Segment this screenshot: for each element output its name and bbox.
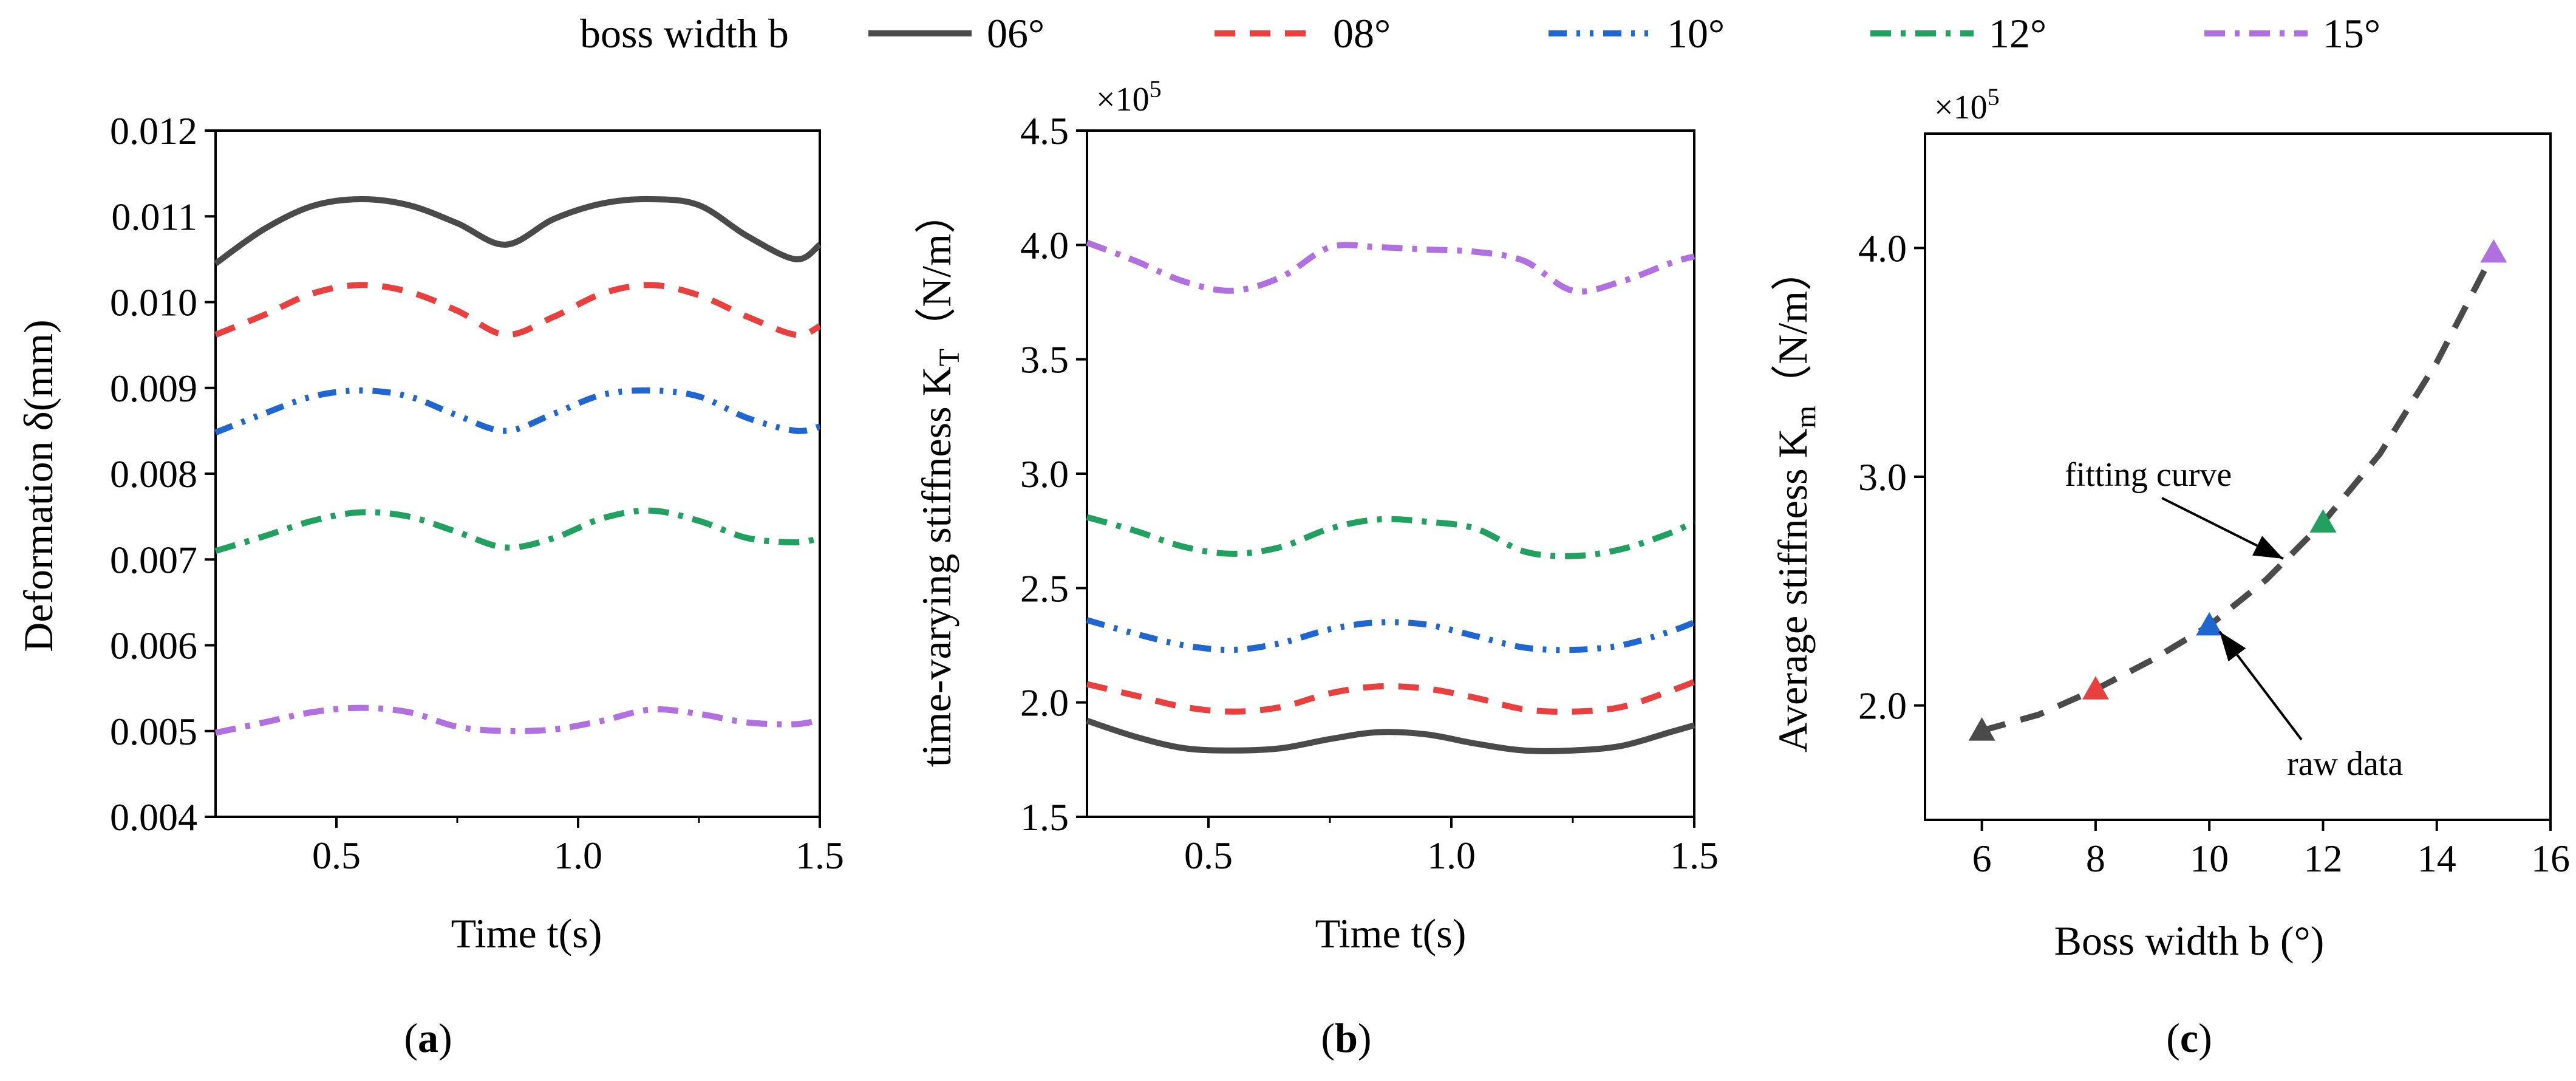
panel-b-series-2 xyxy=(1086,617,1695,653)
panel-a-xtick-0: 0.5 xyxy=(312,834,361,877)
panel-b-ylabel-unit: （N/m） xyxy=(913,193,959,349)
raw-data-arrow-head xyxy=(2220,632,2246,662)
panel-c-frame xyxy=(1924,132,2552,821)
legend-label-1: 08° xyxy=(1333,10,1391,56)
raw-data-point-1 xyxy=(2082,676,2109,700)
panel-c-xtick-4: 14 xyxy=(2418,837,2456,880)
legend: boss width b 06° 08° 10° 12° 15° xyxy=(580,10,2380,56)
panel-b-xtick-1: 1.0 xyxy=(1427,834,1476,877)
panel-c-plot: 6 8 10 12 14 16 2.0 3.0 4.0 xyxy=(1858,132,2570,880)
panel-b-letter: b xyxy=(1335,1015,1358,1061)
panel-a-ytick-3: 0.007 xyxy=(110,538,197,581)
panel-c-ylabel: Average stiffness Km（N/m） xyxy=(1770,250,1822,752)
panel-b-label: (b) xyxy=(1321,1015,1371,1061)
panel-b-multiplier: ×105 xyxy=(1096,75,1162,118)
panel-c-ytick-1: 3.0 xyxy=(1858,455,1907,499)
panel-a-label: (a) xyxy=(404,1015,452,1061)
panel-a-ytick-2: 0.006 xyxy=(110,624,197,667)
panel-a-series-3 xyxy=(214,507,821,554)
panel-b-xlabel: Time t(s) xyxy=(1315,910,1467,957)
panel-c: 6 8 10 12 14 16 2.0 3.0 4.0 Boss width b (°) Ave… xyxy=(1770,83,2570,1061)
panel-a-ytick-4: 0.008 xyxy=(110,452,197,496)
panel-b-ytick-5: 4.0 xyxy=(1020,223,1069,267)
panel-a-ytick-5: 0.009 xyxy=(110,367,197,410)
panel-a-xtick-2: 1.5 xyxy=(796,834,844,877)
panel-b-xtick-2: 1.5 xyxy=(1670,834,1719,877)
panel-a-ytick-8: 0.012 xyxy=(110,109,197,152)
panel-a-series-4 xyxy=(214,704,821,736)
panel-c-xlabel: Boss width b (°) xyxy=(2054,918,2325,964)
raw-data-point-0 xyxy=(1968,717,1995,741)
legend-title: boss width b xyxy=(580,10,789,56)
panel-c-multiplier-base: ×10 xyxy=(1934,89,1988,126)
legend-label-4: 15° xyxy=(2323,10,2380,56)
panel-c-xtick-0: 6 xyxy=(1972,837,1992,880)
fitting-curve-line xyxy=(1981,251,2496,734)
panel-b-multiplier-base: ×10 xyxy=(1096,81,1150,118)
panel-b-series-3 xyxy=(1086,514,1696,559)
legend-label-0: 06° xyxy=(987,10,1044,56)
panel-b-multiplier-exp: 5 xyxy=(1150,75,1162,103)
panel-b-series-4 xyxy=(1086,239,1695,295)
panel-c-letter: c xyxy=(2180,1015,2198,1061)
panel-a-xlabel: Time t(s) xyxy=(451,910,602,957)
panel-c-multiplier-exp: 5 xyxy=(1988,83,2000,111)
legend-label-3: 12° xyxy=(1989,10,2046,56)
raw-data-point-2 xyxy=(2196,612,2223,636)
panel-b-ylabel: time-varying stiffness KT（N/m） xyxy=(913,193,966,767)
panel-b-series-1 xyxy=(1086,679,1695,715)
panel-a-series-2 xyxy=(214,387,821,435)
panel-c-xtick-2: 10 xyxy=(2190,837,2229,880)
panel-c-ytick-2: 4.0 xyxy=(1858,227,1907,270)
panel-a: 0.5 1.0 1.5 0.004 0.005 0.006 0.007 0.008 0.009 0… xyxy=(15,109,844,1061)
panel-b-xtick-0: 0.5 xyxy=(1184,834,1233,877)
panel-c-ylabel-sub: m xyxy=(1790,406,1822,428)
fitting-curve-arrow-head xyxy=(2252,536,2283,559)
panel-a-letter: a xyxy=(418,1015,438,1061)
panel-b-ylabel-sub: T xyxy=(933,349,966,366)
panel-a-plot: 0.5 1.0 1.5 0.004 0.005 0.006 0.007 0.008 0.009 0… xyxy=(110,109,844,877)
raw-data-point-3 xyxy=(2309,509,2337,533)
panel-a-ytick-1: 0.005 xyxy=(110,710,197,753)
legend-entries: 06° 08° 10° 12° 15° xyxy=(868,10,2380,56)
panel-a-ytick-6: 0.010 xyxy=(110,281,197,324)
panel-b-ytick-4: 3.5 xyxy=(1020,338,1069,381)
panel-a-ytick-7: 0.011 xyxy=(111,195,197,238)
annotation-raw-data: raw data xyxy=(2287,745,2403,783)
raw-data-point-4 xyxy=(2480,239,2507,263)
panel-b-ylabel-main: time-varying stiffness K xyxy=(913,366,959,767)
panel-b-ytick-6: 4.5 xyxy=(1020,109,1069,152)
annotation-fitting-curve: fitting curve xyxy=(2065,456,2232,494)
panel-a-xtick-1: 1.0 xyxy=(554,834,602,877)
panel-b: 0.5 1.0 1.5 1.5 2.0 2.5 3.0 3.5 4.0 4.5 Time t(s)… xyxy=(913,75,1719,1061)
panel-c-label: (c) xyxy=(2166,1015,2212,1061)
legend-label-2: 10° xyxy=(1667,10,1725,56)
panel-b-ytick-3: 3.0 xyxy=(1020,452,1069,496)
panel-b-ytick-2: 2.5 xyxy=(1020,567,1069,610)
panel-a-ylabel: Deformation δ(mm) xyxy=(15,319,61,652)
panel-c-ylabel-unit: （N/m） xyxy=(1770,250,1816,406)
panel-c-ylabel-main: Average stiffness K xyxy=(1770,428,1816,752)
panel-b-frame xyxy=(1086,129,1695,818)
panel-b-ytick-0: 1.5 xyxy=(1020,796,1069,839)
panel-a-series-1 xyxy=(214,282,822,338)
panel-b-series-0 xyxy=(1086,718,1695,754)
panel-c-ytick-0: 2.0 xyxy=(1858,684,1907,728)
panel-c-xtick-1: 8 xyxy=(2086,837,2105,880)
panel-b-ytick-1: 2.0 xyxy=(1020,681,1069,725)
panel-a-ytick-0: 0.004 xyxy=(110,796,197,839)
panel-c-xtick-3: 12 xyxy=(2303,837,2342,880)
panel-a-series-0 xyxy=(214,196,822,267)
panel-b-plot: 0.5 1.0 1.5 1.5 2.0 2.5 3.0 3.5 4.0 4.5 xyxy=(1020,109,1719,877)
panel-c-multiplier: ×105 xyxy=(1934,83,2000,126)
panel-c-xtick-5: 16 xyxy=(2531,837,2570,880)
